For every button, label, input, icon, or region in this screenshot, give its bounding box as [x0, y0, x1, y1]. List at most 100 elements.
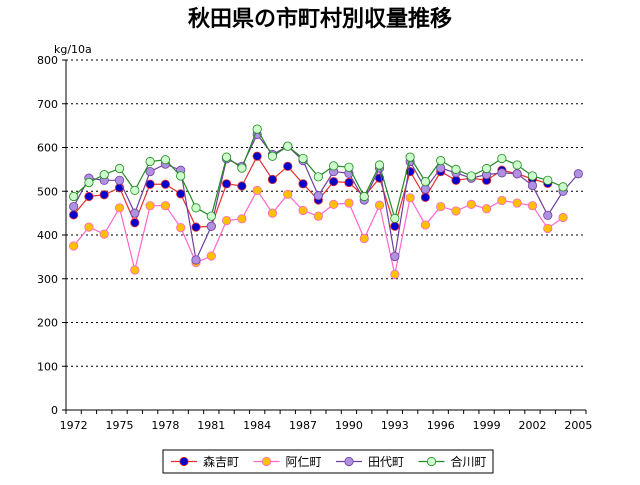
data-point [390, 251, 400, 262]
chart-title: 秋田県の市町村別収量推移 [188, 6, 452, 32]
series-2 [69, 185, 568, 279]
data-point [84, 177, 94, 188]
data-point [237, 181, 247, 191]
series-layer [69, 124, 583, 279]
data-point [84, 191, 94, 202]
data-point [114, 175, 125, 185]
data-point [390, 213, 400, 223]
x-tick-label-1981: 1981 [197, 419, 225, 432]
y-tick-label: 500 [37, 185, 58, 198]
data-point [436, 201, 446, 212]
data-point [298, 153, 308, 164]
legend-label: 合川町 [451, 454, 487, 469]
data-point [405, 193, 415, 203]
data-point [69, 241, 79, 251]
data-point [252, 185, 262, 195]
data-point [344, 177, 354, 188]
x-tick-label-1978: 1978 [151, 419, 179, 432]
data-point [206, 211, 216, 221]
data-point [99, 229, 109, 239]
data-point [283, 189, 293, 199]
data-point [481, 163, 492, 174]
data-point [114, 163, 125, 174]
data-point [191, 203, 201, 213]
data-point [252, 151, 262, 161]
data-point [191, 222, 201, 232]
data-point [527, 201, 538, 211]
data-point [69, 191, 79, 202]
data-point [283, 141, 293, 151]
series-4 [69, 124, 568, 223]
data-point [481, 204, 492, 214]
data-point [329, 177, 339, 187]
x-tick-label-2005: 2005 [564, 419, 592, 432]
data-point [543, 223, 553, 234]
y-tick-label: 300 [37, 273, 58, 286]
data-point [390, 221, 400, 231]
data-point [145, 179, 155, 189]
data-point [176, 171, 186, 181]
data-point [466, 171, 476, 181]
data-point [145, 166, 155, 177]
data-point [145, 201, 155, 211]
legend-swatch-marker [344, 456, 354, 467]
data-point [497, 153, 507, 164]
y-axis-unit-label: kg/10a [54, 43, 92, 56]
data-point [405, 152, 415, 162]
legend-label: 森吉町 [203, 454, 239, 469]
data-point [512, 160, 522, 170]
x-tick-label-1999: 1999 [473, 419, 501, 432]
data-point [527, 180, 538, 191]
data-point [344, 198, 354, 208]
y-tick-label: 800 [37, 54, 58, 67]
data-point [237, 163, 247, 173]
data-point [283, 161, 293, 171]
legend-swatch-marker [179, 456, 189, 467]
data-point [374, 200, 385, 210]
data-point [130, 218, 140, 228]
data-point [359, 233, 369, 244]
data-point [99, 170, 109, 180]
data-point [237, 214, 247, 224]
data-point [313, 172, 323, 182]
data-point [420, 220, 431, 230]
data-point [497, 168, 507, 178]
y-tick-label: 0 [51, 404, 58, 417]
legend-label: 阿仁町 [286, 455, 322, 469]
data-point [160, 201, 171, 211]
grid-layer [66, 59, 586, 367]
data-point [267, 151, 278, 161]
data-point [130, 208, 140, 218]
data-point [313, 191, 323, 201]
series-line [73, 133, 579, 262]
data-point [267, 208, 278, 218]
x-tick-label-1984: 1984 [243, 419, 271, 432]
data-point [206, 251, 216, 261]
data-point [221, 179, 232, 189]
data-point [420, 177, 431, 187]
y-tick-label: 600 [37, 142, 58, 155]
data-point [160, 179, 171, 189]
data-point [84, 222, 94, 232]
data-point [267, 174, 278, 185]
data-point [298, 205, 308, 216]
y-tick-label: 400 [37, 229, 58, 242]
legend-swatch-marker [426, 456, 437, 467]
data-point [420, 192, 431, 202]
data-point [191, 255, 201, 265]
data-point [573, 169, 583, 179]
x-tick-label-1990: 1990 [335, 419, 363, 432]
data-point [329, 161, 339, 171]
y-tick-label: 100 [37, 360, 58, 373]
data-point [130, 265, 140, 275]
x-tick-label-1975: 1975 [106, 419, 134, 432]
data-point [69, 201, 79, 212]
data-point [436, 156, 446, 166]
data-point [451, 206, 461, 216]
data-point [497, 195, 507, 206]
y-tick-label: 700 [37, 98, 58, 111]
legend-label: 田代町 [368, 455, 404, 469]
data-point [145, 156, 155, 167]
